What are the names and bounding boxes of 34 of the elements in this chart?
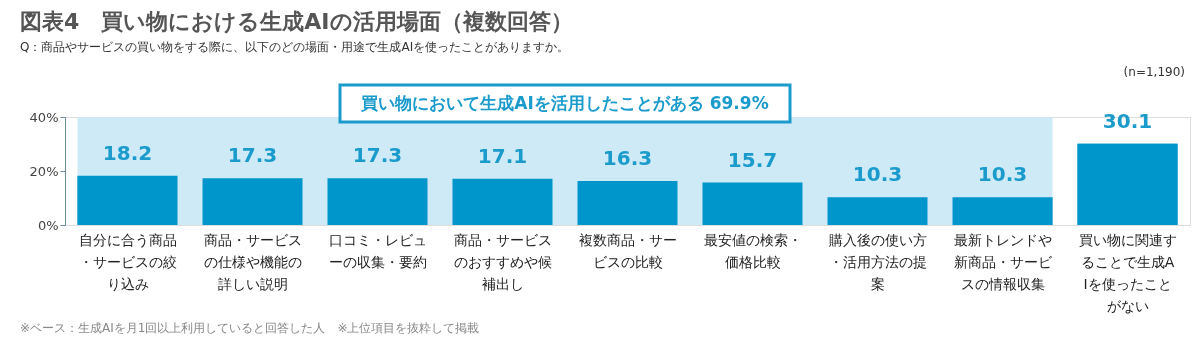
bar [77, 175, 178, 225]
data-label: 17.1 [477, 143, 528, 168]
y-tick-label: 40% [29, 109, 59, 125]
x-tick-label: 商品・サービスの仕様や機能の詳しい説明 [203, 231, 302, 292]
data-label: 17.3 [227, 143, 278, 168]
x-tick-label: 商品・サービスのおすすめや候補出し [453, 231, 552, 292]
chart-subtitle: Q：商品やサービスの買い物をする際に、以下のどの場面・用途で生成AIを使ったことがありますか。 [20, 40, 570, 54]
bar [202, 178, 303, 225]
data-label: 30.1 [1102, 108, 1153, 133]
chart-title: 図表4 買い物における生成AIの活用場面（複数回答） [20, 9, 573, 34]
bar [327, 178, 428, 225]
data-label: 10.3 [852, 162, 903, 187]
x-tick-label: 最安値の検索・価格比較 [703, 231, 802, 270]
bar [577, 180, 678, 225]
x-tick-label: 複数商品・サービスの比較 [578, 231, 677, 270]
bar [452, 178, 553, 225]
y-tick-label: 0% [37, 217, 59, 233]
data-label: 18.2 [102, 140, 153, 165]
data-label: 10.3 [977, 162, 1028, 187]
bar [952, 197, 1053, 225]
text: ※ベース：生成AIを月1回以上利用していると回答した人 ※上位項目を抜粋して掲載 [20, 321, 480, 335]
y-tick-label: 20% [29, 163, 59, 179]
x-tick-label: 最新トレンドや新商品・サービスの情報収集 [953, 231, 1053, 292]
band-label: 買い物において生成AIを活用したことがある 69.9% [360, 93, 769, 113]
bar [827, 197, 928, 225]
x-tick-label: 買い物に関連することで生成AIを使ったことがない [1078, 231, 1177, 314]
data-label: 15.7 [727, 147, 778, 172]
x-tick-label: 購入後の使い方・活用方法の提案 [828, 231, 927, 292]
x-tick-label: 口コミ・レビューの収集・要約 [328, 231, 427, 270]
text: (n=1,190) [1123, 65, 1185, 79]
data-label: 17.3 [352, 143, 403, 168]
bar [702, 182, 803, 225]
data-label: 16.3 [602, 145, 653, 170]
x-tick-label: 自分に合う商品・サービスの絞り込み [78, 231, 177, 292]
